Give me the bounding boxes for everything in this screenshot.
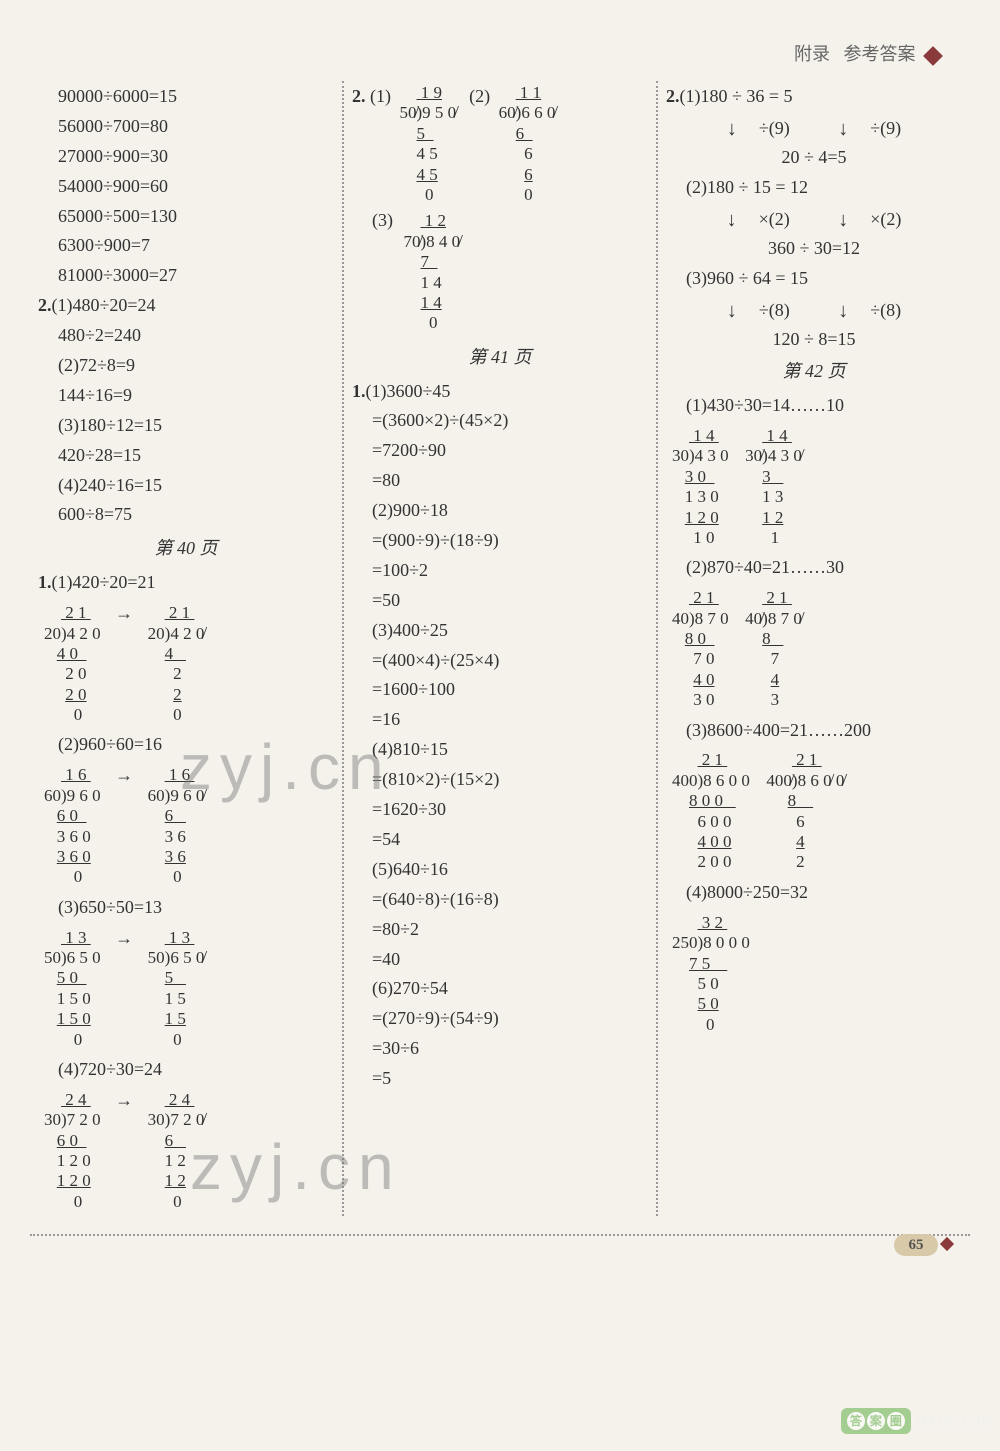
step: =30÷6 [352,1035,648,1063]
step: =50 [352,587,648,615]
longdiv-3: 1 3 50)6 5 0 5 0 1 5 0 1 5 0 0 → 1 3 50)… [38,924,334,1054]
content-columns: 90000÷6000=15 56000÷700=80 27000÷900=30 … [30,81,970,1216]
flow-3-top: (3)960 ÷ 64 = 15 [666,265,962,293]
step: =(400×4)÷(25×4) [352,647,648,675]
c2-q1: 1.(1)3600÷45 [352,378,648,406]
column-3: 2.(1)180 ÷ 36 = 5 ↓÷(9) ↓÷(9) 20 ÷ 4=5 (… [656,81,970,1216]
step: =40 [352,946,648,974]
footer-diamond-icon [940,1237,954,1251]
step: =1620÷30 [352,796,648,824]
down-arrow-icon: ↓ [727,297,737,325]
step: =(900÷9)÷(18÷9) [352,527,648,555]
step: =100÷2 [352,557,648,585]
down-arrow-icon: ↓ [838,297,848,325]
eq: 480÷2=240 [38,322,334,350]
flow-2: ↓×(2) ↓×(2) 360 ÷ 30=12 [666,206,962,261]
p40-1d: (4)720÷30=24 [38,1056,334,1084]
eq: 54000÷900=60 [38,173,334,201]
step: =(270÷9)÷(54÷9) [352,1005,648,1033]
answers-label: 参考答案 [844,44,916,64]
step: (5)640÷16 [352,856,648,884]
c2-q2: 2. (1) 1 9 50̸)9 5 0̸ 5 4 5 4 5 0 (2) 1 … [352,83,648,205]
page-40-title: 第 40 页 [38,535,334,563]
eq: 144÷16=9 [38,382,334,410]
p40-1b: (2)960÷60=16 [38,731,334,759]
down-arrow-icon: ↓ [727,115,737,143]
p42-2: (2)870÷40=21……30 [666,554,962,582]
q2-header: 2.(1)480÷20=24 [38,292,334,320]
column-2: 2. (1) 1 9 50̸)9 5 0̸ 5 4 5 4 5 0 (2) 1 … [342,81,656,1216]
step: =54 [352,826,648,854]
step: =(3600×2)÷(45×2) [352,407,648,435]
flow-3: ↓÷(8) ↓÷(8) 120 ÷ 8=15 [666,297,962,352]
step: =5 [352,1065,648,1093]
step: (6)270÷54 [352,975,648,1003]
eq: (2)72÷8=9 [38,352,334,380]
eq: 81000÷3000=27 [38,262,334,290]
longdiv-p42-2: 2 1 40)8 7 0 8 0 7 0 4 0 3 0 2 1 40̸)8 7… [666,584,962,714]
page-42-title: 第 42 页 [666,358,962,386]
badge-icon: 答案圈 [841,1408,911,1434]
page-41-title: 第 41 页 [352,344,648,372]
step: =(810×2)÷(15×2) [352,766,648,794]
eq: 420÷28=15 [38,442,334,470]
step: =7200÷90 [352,437,648,465]
step: =80÷2 [352,916,648,944]
header-diamond-icon [923,46,943,66]
flow-2-top: (2)180 ÷ 15 = 12 [666,174,962,202]
c3-q2: 2.(1)180 ÷ 36 = 5 [666,83,962,111]
step: (3)400÷25 [352,617,648,645]
source-watermark: 答案圈 MXQE.COM [841,1408,994,1434]
page-number: 65 [894,1234,952,1256]
longdiv-p42-3: 2 1 400)8 6 0 0 8 0 0 6 0 0 4 0 0 2 0 0 … [666,746,962,876]
eq: (3)180÷12=15 [38,412,334,440]
step: =80 [352,467,648,495]
eq: (4)240÷16=15 [38,472,334,500]
appendix-label: 附录 [794,44,830,64]
longdiv-p42-4: 3 2 250)8 0 0 0 7 5 5 0 5 0 0 [666,909,962,1039]
down-arrow-icon: ↓ [838,115,848,143]
page-header: 附录 参考答案 [30,40,970,66]
eq: 56000÷700=80 [38,113,334,141]
column-1: 90000÷6000=15 56000÷700=80 27000÷900=30 … [30,81,342,1216]
eq: 600÷8=75 [38,501,334,529]
step: =(640÷8)÷(16÷8) [352,886,648,914]
p40-1a: 1.(1)420÷20=21 [38,569,334,597]
p42-3: (3)8600÷400=21……200 [666,717,962,745]
eq: 90000÷6000=15 [38,83,334,111]
eq: 27000÷900=30 [38,143,334,171]
p42-4: (4)8000÷250=32 [666,879,962,907]
c2-q2-3: (3) 1 2 70̸)8 4 0̸ 7 1 4 1 4 0 [352,207,648,337]
step: =16 [352,706,648,734]
longdiv-4: 2 4 30)7 2 0 6 0 1 2 0 1 2 0 0 → 2 4 30)… [38,1086,334,1216]
longdiv-2: 1 6 60)9 6 0 6 0 3 6 0 3 6 0 0 → 1 6 60)… [38,761,334,891]
step: (4)810÷15 [352,736,648,764]
flow-1: ↓÷(9) ↓÷(9) 20 ÷ 4=5 [666,115,962,170]
footer: 65 [30,1234,970,1272]
down-arrow-icon: ↓ [727,206,737,234]
eq: 6300÷900=7 [38,232,334,260]
step: =1600÷100 [352,676,648,704]
p42-1: (1)430÷30=14……10 [666,392,962,420]
eq: 65000÷500=130 [38,203,334,231]
longdiv-p42-1: 1 4 30)4 3 0 3 0 1 3 0 1 2 0 1 0 1 4 30̸… [666,422,962,552]
longdiv-1: 2 1 20)4 2 0 4 0 2 0 2 0 0 → 2 1 20)4 2 … [38,599,334,729]
p40-1c: (3)650÷50=13 [38,894,334,922]
down-arrow-icon: ↓ [838,206,848,234]
step: (2)900÷18 [352,497,648,525]
